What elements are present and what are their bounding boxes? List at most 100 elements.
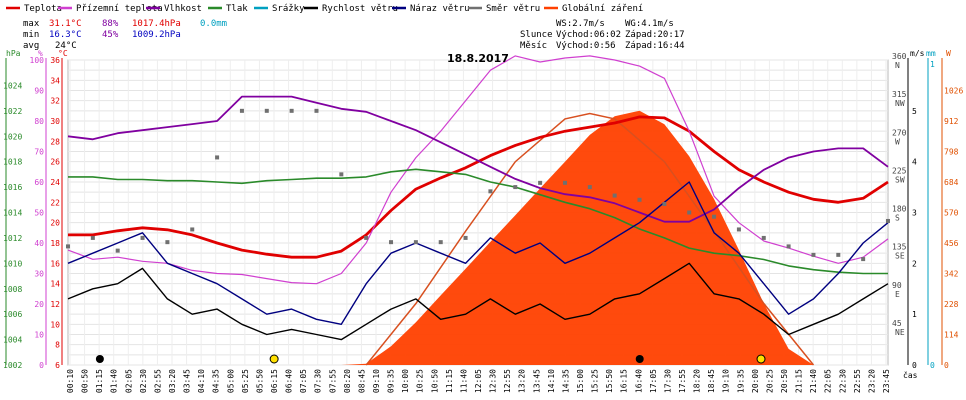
x-tick-label: 05:50 (255, 369, 264, 393)
axes: hPa% °C m/s mm W1002100410061008101010121014… (3, 49, 963, 370)
sun-marker (756, 354, 766, 364)
markers-layer (95, 354, 766, 364)
wm2-tick: 0 (944, 361, 949, 370)
x-tick-label: 14:35 (561, 369, 570, 393)
x-tick-label: 16:15 (620, 369, 629, 393)
x-tick-label: 07:05 (299, 369, 308, 393)
x-tick-label: 14:10 (547, 369, 556, 393)
legend-label-5: Rychlost větru (322, 4, 398, 14)
moon-marker (635, 355, 644, 363)
hpa-tick: 1008 (3, 285, 22, 294)
x-tick-label: 21:40 (809, 369, 818, 393)
ms-tick: 0 (912, 361, 917, 370)
pct-tick: 50 (34, 209, 44, 218)
series-point-smer-vetru (562, 180, 567, 185)
x-tick-label: 04:10 (197, 369, 206, 393)
series-point-smer-vetru (463, 235, 468, 240)
x-tick-label: 00:50 (81, 369, 90, 393)
x-tick-label: 02:05 (124, 369, 133, 393)
degc-tick: 28 (50, 137, 60, 146)
x-tick-label: 18:20 (693, 369, 702, 393)
series-point-smer-vetru (687, 210, 692, 215)
stat-sun-rise: Východ:06:02 (556, 30, 621, 40)
x-tick-label: 13:45 (532, 369, 541, 393)
pct-tick: 10 (34, 331, 44, 340)
stat-min-label: min (23, 30, 39, 40)
x-tick-label: 23:20 (867, 369, 876, 393)
x-tick-label: 05:25 (241, 369, 250, 393)
pct-tick: 40 (34, 239, 44, 248)
series-point-smer-vetru (712, 214, 717, 219)
wm2-tick: 228 (944, 300, 959, 309)
series-point-smer-vetru (637, 197, 642, 202)
wind-dir-tick-name: NW (895, 99, 905, 108)
x-tick-label: 09:10 (372, 369, 381, 393)
hpa-tick: 1018 (3, 158, 22, 167)
legend-label-1: Přízemní teplota (76, 4, 163, 14)
wind-dir-tick-name: N (895, 61, 900, 70)
x-tick-label: 19:10 (722, 369, 731, 393)
axis-title-mm: mm (926, 49, 936, 58)
x-tick-label: 19:35 (736, 369, 745, 393)
degc-tick: 20 (50, 219, 60, 228)
x-tick-label: 17:30 (663, 369, 672, 393)
pct-tick: 20 (34, 300, 44, 309)
degc-tick: 26 (50, 158, 60, 167)
x-tick-label: 15:25 (591, 369, 600, 393)
ms-tick: 5 (912, 107, 917, 116)
legend-label-2: Vlhkost (164, 4, 202, 14)
legend-label-6: Náraz větru (410, 4, 470, 14)
stat-sun-label: Slunce (520, 30, 553, 40)
x-axis-label: čas (903, 370, 918, 380)
degc-tick: 34 (50, 76, 60, 85)
series-point-smer-vetru (239, 108, 244, 113)
series-point-smer-vetru (66, 244, 70, 249)
series-point-smer-vetru (90, 235, 95, 240)
x-tick-label: 22:05 (824, 369, 833, 393)
series-layer (66, 55, 890, 341)
hpa-tick: 1024 (3, 81, 22, 90)
x-tick-label: 20:50 (780, 369, 789, 393)
stat-max-label: max (23, 19, 40, 29)
hpa-tick: 1012 (3, 234, 22, 243)
wind-dir-tick: 270 (892, 128, 907, 137)
x-tick-label: 18:45 (707, 369, 716, 393)
pct-tick: 0 (39, 361, 44, 370)
series-point-smer-vetru (662, 202, 667, 207)
wm2-tick: 342 (944, 270, 959, 279)
wm2-tick: 798 (944, 148, 959, 157)
axis-title-hpa: hPa (6, 49, 21, 58)
series-point-smer-vetru (339, 172, 344, 177)
ms-tick: 4 (912, 158, 917, 167)
x-tick-label: 22:55 (853, 369, 862, 393)
series-point-smer-vetru (140, 235, 145, 240)
x-tick-label: 20:25 (765, 369, 774, 393)
x-tick-label: 01:40 (110, 369, 119, 393)
wind-dir-tick: 45 (892, 319, 902, 328)
series-line-vlhkost (67, 95, 889, 223)
x-tick-label: 10:00 (401, 369, 410, 393)
hpa-tick: 1002 (3, 361, 22, 370)
series-point-smer-vetru (115, 248, 120, 253)
wm2-tick: 456 (944, 239, 959, 248)
hpa-tick: 1016 (3, 183, 22, 192)
degc-tick: 30 (50, 117, 60, 126)
x-tick-label: 21:15 (795, 369, 804, 393)
stat-wind-speed: WS:2.7m/s (556, 19, 605, 29)
degc-tick: 22 (50, 198, 60, 207)
legend-label-3: Tlak (226, 4, 248, 14)
stat-max-temp: 31.1°C (49, 19, 82, 29)
wind-dir-tick: 90 (892, 281, 902, 290)
series-point-smer-vetru (215, 155, 220, 160)
x-tick-label: 07:55 (328, 369, 337, 393)
hpa-tick: 1022 (3, 107, 22, 116)
series-point-smer-vetru (861, 257, 866, 262)
ms-tick: 1 (912, 310, 917, 319)
wind-dir-tick-name: SE (895, 252, 905, 261)
hpa-tick: 1014 (3, 209, 22, 218)
stat-min-press: 1009.2hPa (132, 30, 181, 40)
series-point-smer-vetru (538, 180, 543, 185)
x-tick-label: 12:55 (503, 369, 512, 393)
